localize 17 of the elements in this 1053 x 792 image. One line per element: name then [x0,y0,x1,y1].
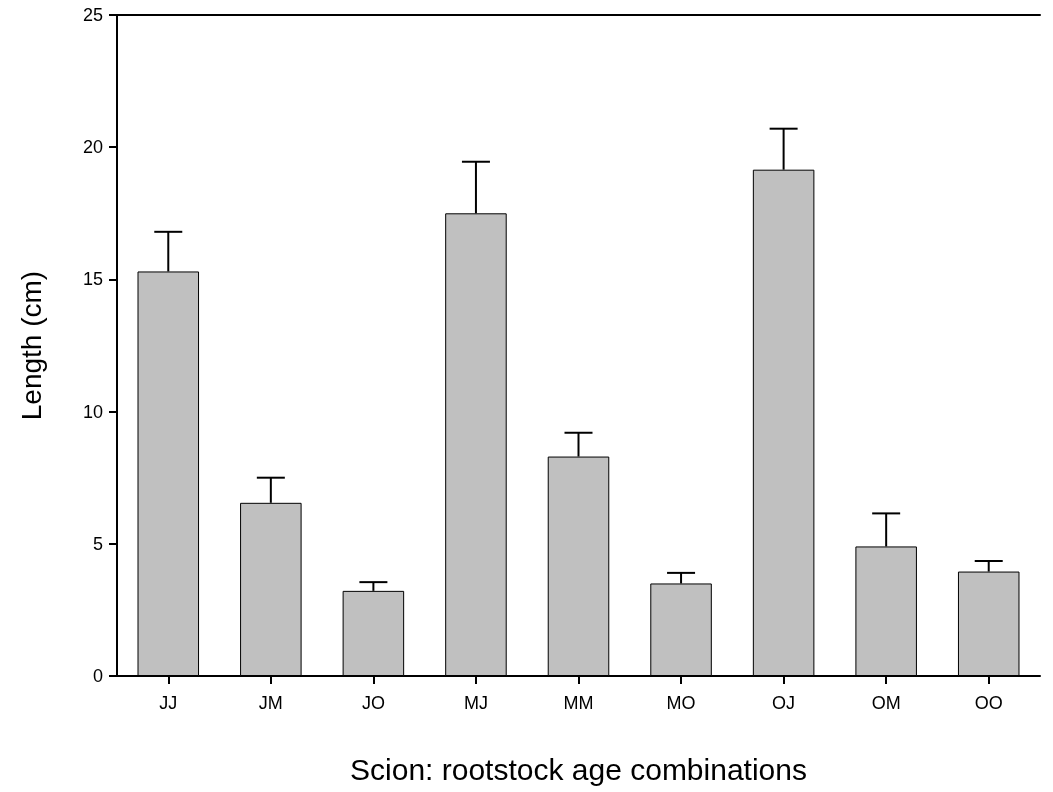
y-tick-label: 0 [92,666,103,686]
y-tick-label: 25 [82,5,103,25]
x-tick-label: OJ [772,693,796,713]
y-tick-label: 5 [92,533,103,554]
x-tick-label: MO [666,693,696,713]
y-tick-label: 10 [82,401,103,422]
x-tick-label: OO [974,693,1003,713]
y-axis-title: Length (cm) [15,270,47,421]
y-tick-label: 20 [82,137,103,158]
y-tick-label: 15 [82,269,103,290]
x-tick-label: MM [563,693,594,713]
x-tick-label: JJ [159,693,178,713]
x-tick-label: MJ [463,693,488,713]
x-axis-title: Scion: rootstock age combinations [350,752,807,786]
x-tick-label: OM [871,693,901,713]
x-tick-label: JO [361,693,385,713]
x-tick-label: JM [258,693,283,713]
